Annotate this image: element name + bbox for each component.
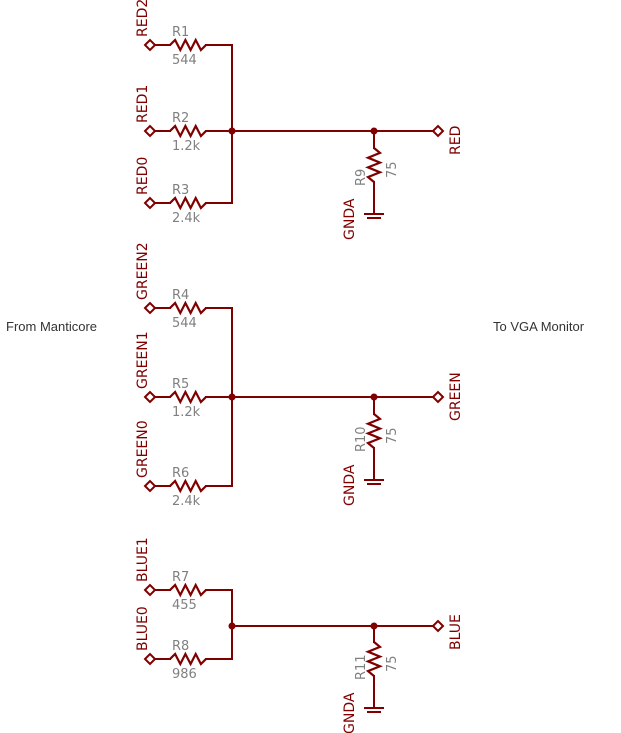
r11-resistor bbox=[365, 641, 383, 677]
green1-input-label: GREEN1 bbox=[135, 331, 151, 389]
r9-resistor bbox=[365, 147, 383, 183]
red0-input-label: RED0 bbox=[135, 157, 151, 195]
r2-designator: R2 bbox=[172, 111, 189, 126]
r7-resistor bbox=[169, 582, 207, 598]
blue-output-label: BLUE bbox=[448, 614, 464, 650]
r5-value: 1.2k bbox=[172, 405, 201, 420]
green0-input-label: GREEN0 bbox=[135, 420, 151, 478]
blue-output-pin bbox=[431, 619, 445, 633]
green1-pin bbox=[143, 390, 157, 404]
blue-ground-label: GNDA bbox=[342, 692, 358, 733]
green-output-label: GREEN bbox=[448, 372, 464, 421]
r3-resistor bbox=[169, 195, 207, 211]
r10-value: 75 bbox=[385, 427, 400, 444]
red2-pin bbox=[143, 38, 157, 52]
green2-input-label: GREEN2 bbox=[135, 242, 151, 300]
to-vga-monitor-label: To VGA Monitor bbox=[493, 319, 585, 334]
red1-input-label: RED1 bbox=[135, 85, 151, 123]
r4-value: 544 bbox=[172, 316, 197, 331]
green-ground-label: GNDA bbox=[342, 464, 358, 506]
r8-designator: R8 bbox=[172, 639, 189, 654]
r7-designator: R7 bbox=[172, 570, 189, 585]
r4-designator: R4 bbox=[172, 288, 189, 303]
r2-value: 1.2k bbox=[172, 139, 201, 154]
r1-resistor bbox=[169, 37, 207, 53]
r9-value: 75 bbox=[385, 161, 400, 178]
r8-resistor bbox=[169, 651, 207, 667]
red-output-pin bbox=[431, 124, 445, 138]
r7-value: 455 bbox=[172, 598, 197, 613]
from-manticore-label: From Manticore bbox=[6, 319, 98, 334]
r6-resistor bbox=[169, 478, 207, 494]
blue1-pin bbox=[143, 583, 157, 597]
r2-resistor bbox=[169, 123, 207, 139]
red2-input-label: RED2 bbox=[135, 0, 151, 37]
r6-value: 2.4k bbox=[172, 494, 201, 509]
r3-designator: R3 bbox=[172, 183, 189, 198]
r10-resistor bbox=[365, 413, 383, 449]
red0-pin bbox=[143, 196, 157, 210]
red-output-label: RED bbox=[448, 126, 464, 155]
blue0-pin bbox=[143, 652, 157, 666]
blue1-input-label: BLUE1 bbox=[135, 537, 151, 582]
blue0-input-label: BLUE0 bbox=[135, 606, 151, 651]
r11-value: 75 bbox=[385, 655, 400, 672]
r4-resistor bbox=[169, 300, 207, 316]
green0-pin bbox=[143, 479, 157, 493]
r10-designator: R10 bbox=[354, 426, 369, 452]
green-output-pin bbox=[431, 390, 445, 404]
r1-value: 544 bbox=[172, 53, 197, 68]
r3-value: 2.4k bbox=[172, 211, 201, 226]
r1-designator: R1 bbox=[172, 25, 189, 40]
r11-designator: R11 bbox=[354, 654, 369, 680]
red-ground-label: GNDA bbox=[342, 198, 358, 240]
r6-designator: R6 bbox=[172, 466, 189, 481]
r8-value: 986 bbox=[172, 667, 197, 682]
green2-pin bbox=[143, 301, 157, 315]
r5-resistor bbox=[169, 389, 207, 405]
r5-designator: R5 bbox=[172, 377, 189, 392]
red1-pin bbox=[143, 124, 157, 138]
r9-designator: R9 bbox=[354, 169, 369, 186]
